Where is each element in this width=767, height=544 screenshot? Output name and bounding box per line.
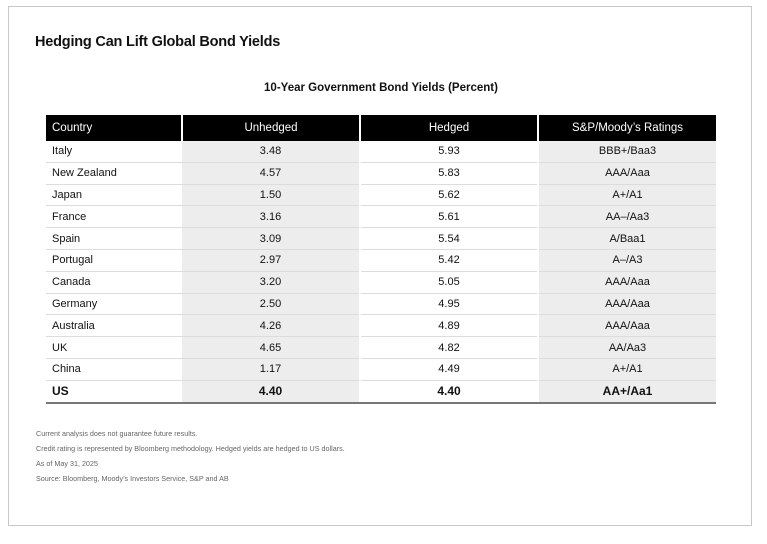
figure-frame [8,6,752,526]
cell-country: Canada [46,271,182,294]
cell-unhedged: 4.40 [182,380,360,404]
header-hedged: Hedged [359,115,538,141]
table-row: Spain 3.09 5.54 A/Baa1 [46,227,716,250]
cell-unhedged: 4.26 [182,314,360,338]
cell-unhedged: 2.50 [182,293,360,316]
cell-rating: BBB+/Baa3 [537,141,716,163]
cell-country: Spain [46,227,182,250]
cell-country: Germany [46,293,182,316]
cell-unhedged: 2.97 [182,249,360,272]
table-row: Germany 2.50 4.95 AAA/Aaa [46,293,716,316]
cell-unhedged: 3.09 [182,227,360,250]
cell-country: China [46,358,182,381]
cell-rating: A+/A1 [537,184,716,207]
cell-country: New Zealand [46,162,182,185]
footnotes: Current analysis does not guarantee futu… [36,426,345,486]
header-country: Country [46,115,182,141]
cell-hedged: 4.82 [359,336,538,359]
cell-rating: AA+/Aa1 [537,380,716,404]
cell-hedged: 5.62 [359,184,538,207]
table-row: Canada 3.20 5.05 AAA/Aaa [46,271,716,294]
note-date: As of May 31, 2025 [36,459,98,468]
note-methodology: Credit rating is represented by Bloomber… [36,444,345,453]
cell-country: Italy [46,141,182,163]
cell-hedged: 5.05 [359,271,538,294]
cell-rating: A–/A3 [537,249,716,272]
note-disclaimer: Current analysis does not guarantee futu… [36,429,198,438]
cell-unhedged: 3.16 [182,205,360,229]
page-title: Hedging Can Lift Global Bond Yields [35,34,281,50]
table-header-row: Country Unhedged Hedged S&P/Moody’s Rati… [46,115,716,141]
cell-unhedged: 4.65 [182,336,360,359]
cell-country: Japan [46,184,182,207]
table-body: Italy 3.48 5.93 BBB+/Baa3 New Zealand 4.57 5.8… [46,141,716,404]
table-row: Portugal 2.97 5.42 A–/A3 [46,249,716,272]
cell-rating: AAA/Aaa [537,293,716,316]
cell-unhedged: 3.20 [182,271,360,294]
cell-hedged: 5.61 [359,205,538,229]
cell-unhedged: 4.57 [182,162,360,185]
cell-country: France [46,205,182,229]
cell-rating: AAA/Aaa [537,162,716,185]
cell-unhedged: 3.48 [182,141,360,163]
header-unhedged: Unhedged [181,115,360,141]
table-row: France 3.16 5.61 AA–/Aa3 [46,205,716,229]
cell-country: UK [46,336,182,359]
cell-unhedged: 1.17 [182,358,360,381]
cell-hedged: 5.54 [359,227,538,250]
cell-country: Portugal [46,249,182,272]
cell-rating: A/Baa1 [537,227,716,250]
cell-hedged: 5.83 [359,162,538,185]
cell-hedged: 4.49 [359,358,538,381]
bond-yields-table: Country Unhedged Hedged S&P/Moody’s Rati… [46,115,716,404]
cell-rating: AAA/Aaa [537,314,716,338]
table-title: 10-Year Government Bond Yields (Percent) [264,82,498,94]
cell-hedged: 4.89 [359,314,538,338]
table-row: Japan 1.50 5.62 A+/A1 [46,184,716,207]
cell-hedged: 4.40 [359,380,538,404]
note-source: Source: Bloomberg, Moody’s Investors Ser… [36,474,229,483]
table-row: China 1.17 4.49 A+/A1 [46,358,716,381]
cell-rating: AAA/Aaa [537,271,716,294]
cell-rating: AA/Aa3 [537,336,716,359]
table-row: Italy 3.48 5.93 BBB+/Baa3 [46,141,716,163]
cell-unhedged: 1.50 [182,184,360,207]
cell-rating: A+/A1 [537,358,716,381]
cell-hedged: 5.93 [359,141,538,163]
table-row: New Zealand 4.57 5.83 AAA/Aaa [46,162,716,185]
cell-rating: AA–/Aa3 [537,205,716,229]
table-row: UK 4.65 4.82 AA/Aa3 [46,336,716,359]
cell-hedged: 5.42 [359,249,538,272]
table-row: US 4.40 4.40 AA+/Aa1 [46,380,716,404]
table-row: Australia 4.26 4.89 AAA/Aaa [46,314,716,338]
cell-country: US [46,380,182,404]
cell-country: Australia [46,314,182,338]
header-ratings: S&P/Moody’s Ratings [537,115,716,141]
cell-hedged: 4.95 [359,293,538,316]
